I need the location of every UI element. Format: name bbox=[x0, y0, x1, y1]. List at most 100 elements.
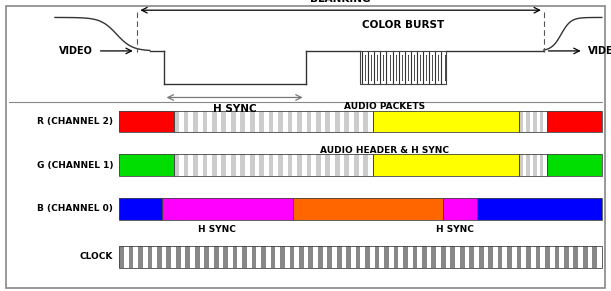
Bar bbox=[152, 198, 157, 220]
Bar bbox=[297, 154, 302, 176]
Bar bbox=[174, 154, 373, 176]
Bar bbox=[264, 111, 269, 132]
Bar bbox=[380, 198, 385, 220]
Bar bbox=[254, 198, 259, 220]
Bar bbox=[302, 154, 307, 176]
Bar bbox=[245, 111, 250, 132]
Bar bbox=[510, 154, 514, 176]
Bar bbox=[486, 198, 491, 220]
Bar bbox=[138, 198, 143, 220]
Bar bbox=[295, 246, 299, 268]
Bar bbox=[568, 198, 573, 220]
Bar bbox=[417, 246, 422, 268]
Bar bbox=[491, 154, 496, 176]
Bar bbox=[547, 111, 602, 132]
Text: VIDEO: VIDEO bbox=[588, 46, 611, 56]
Bar bbox=[185, 246, 190, 268]
Bar bbox=[382, 111, 387, 132]
Bar bbox=[207, 154, 212, 176]
Bar bbox=[458, 111, 463, 132]
Bar bbox=[242, 246, 247, 268]
Bar bbox=[562, 111, 567, 132]
Bar bbox=[572, 111, 577, 132]
Bar bbox=[406, 154, 411, 176]
Bar bbox=[558, 198, 563, 220]
Bar bbox=[169, 111, 174, 132]
Bar bbox=[411, 154, 415, 176]
Bar bbox=[216, 198, 221, 220]
Bar bbox=[264, 198, 269, 220]
Bar bbox=[481, 154, 486, 176]
Bar bbox=[412, 246, 417, 268]
Bar bbox=[119, 198, 162, 220]
Bar bbox=[521, 246, 526, 268]
Bar bbox=[400, 198, 404, 220]
Bar bbox=[259, 154, 264, 176]
Bar bbox=[404, 198, 409, 220]
Bar bbox=[274, 111, 278, 132]
Bar bbox=[139, 111, 144, 132]
Bar bbox=[211, 198, 216, 220]
Bar bbox=[477, 198, 602, 220]
Bar bbox=[133, 246, 138, 268]
Text: B (CHANNEL 0): B (CHANNEL 0) bbox=[37, 204, 113, 213]
Bar bbox=[392, 154, 397, 176]
Bar bbox=[354, 154, 359, 176]
Bar bbox=[552, 154, 557, 176]
Bar bbox=[378, 154, 382, 176]
Bar bbox=[460, 246, 464, 268]
Bar bbox=[453, 154, 458, 176]
Bar bbox=[342, 246, 346, 268]
Bar bbox=[439, 111, 444, 132]
Bar bbox=[245, 154, 250, 176]
Bar bbox=[307, 154, 311, 176]
Bar bbox=[559, 246, 564, 268]
Bar bbox=[592, 154, 597, 176]
Bar bbox=[240, 198, 244, 220]
Text: H SYNC: H SYNC bbox=[198, 225, 236, 233]
Bar bbox=[554, 198, 558, 220]
Bar bbox=[430, 154, 434, 176]
Bar bbox=[292, 154, 297, 176]
Bar bbox=[444, 154, 448, 176]
Bar bbox=[255, 111, 259, 132]
Bar bbox=[318, 246, 323, 268]
Bar bbox=[288, 111, 292, 132]
Bar bbox=[433, 198, 438, 220]
Bar bbox=[236, 111, 240, 132]
Bar bbox=[582, 198, 587, 220]
Bar bbox=[373, 111, 519, 132]
Bar bbox=[271, 246, 276, 268]
Bar bbox=[284, 198, 288, 220]
Bar bbox=[496, 154, 500, 176]
Bar bbox=[311, 154, 316, 176]
Bar bbox=[477, 154, 481, 176]
Bar bbox=[447, 198, 452, 220]
Bar bbox=[195, 246, 200, 268]
Bar bbox=[249, 198, 254, 220]
Bar bbox=[389, 246, 393, 268]
Bar bbox=[549, 198, 554, 220]
Bar bbox=[393, 246, 398, 268]
Bar bbox=[540, 198, 544, 220]
Bar bbox=[510, 111, 514, 132]
Bar bbox=[469, 246, 474, 268]
Bar bbox=[356, 198, 361, 220]
Bar bbox=[411, 111, 415, 132]
Bar bbox=[337, 198, 342, 220]
Bar bbox=[326, 111, 330, 132]
Bar bbox=[221, 154, 226, 176]
Bar bbox=[378, 111, 382, 132]
Bar bbox=[225, 198, 230, 220]
Bar bbox=[379, 246, 384, 268]
Bar bbox=[226, 154, 231, 176]
Bar bbox=[543, 154, 547, 176]
Bar bbox=[502, 246, 507, 268]
Bar bbox=[162, 198, 167, 220]
Bar bbox=[519, 154, 523, 176]
Bar bbox=[349, 111, 354, 132]
Bar bbox=[235, 198, 240, 220]
Bar bbox=[274, 154, 278, 176]
Bar bbox=[188, 111, 193, 132]
Bar bbox=[562, 154, 567, 176]
